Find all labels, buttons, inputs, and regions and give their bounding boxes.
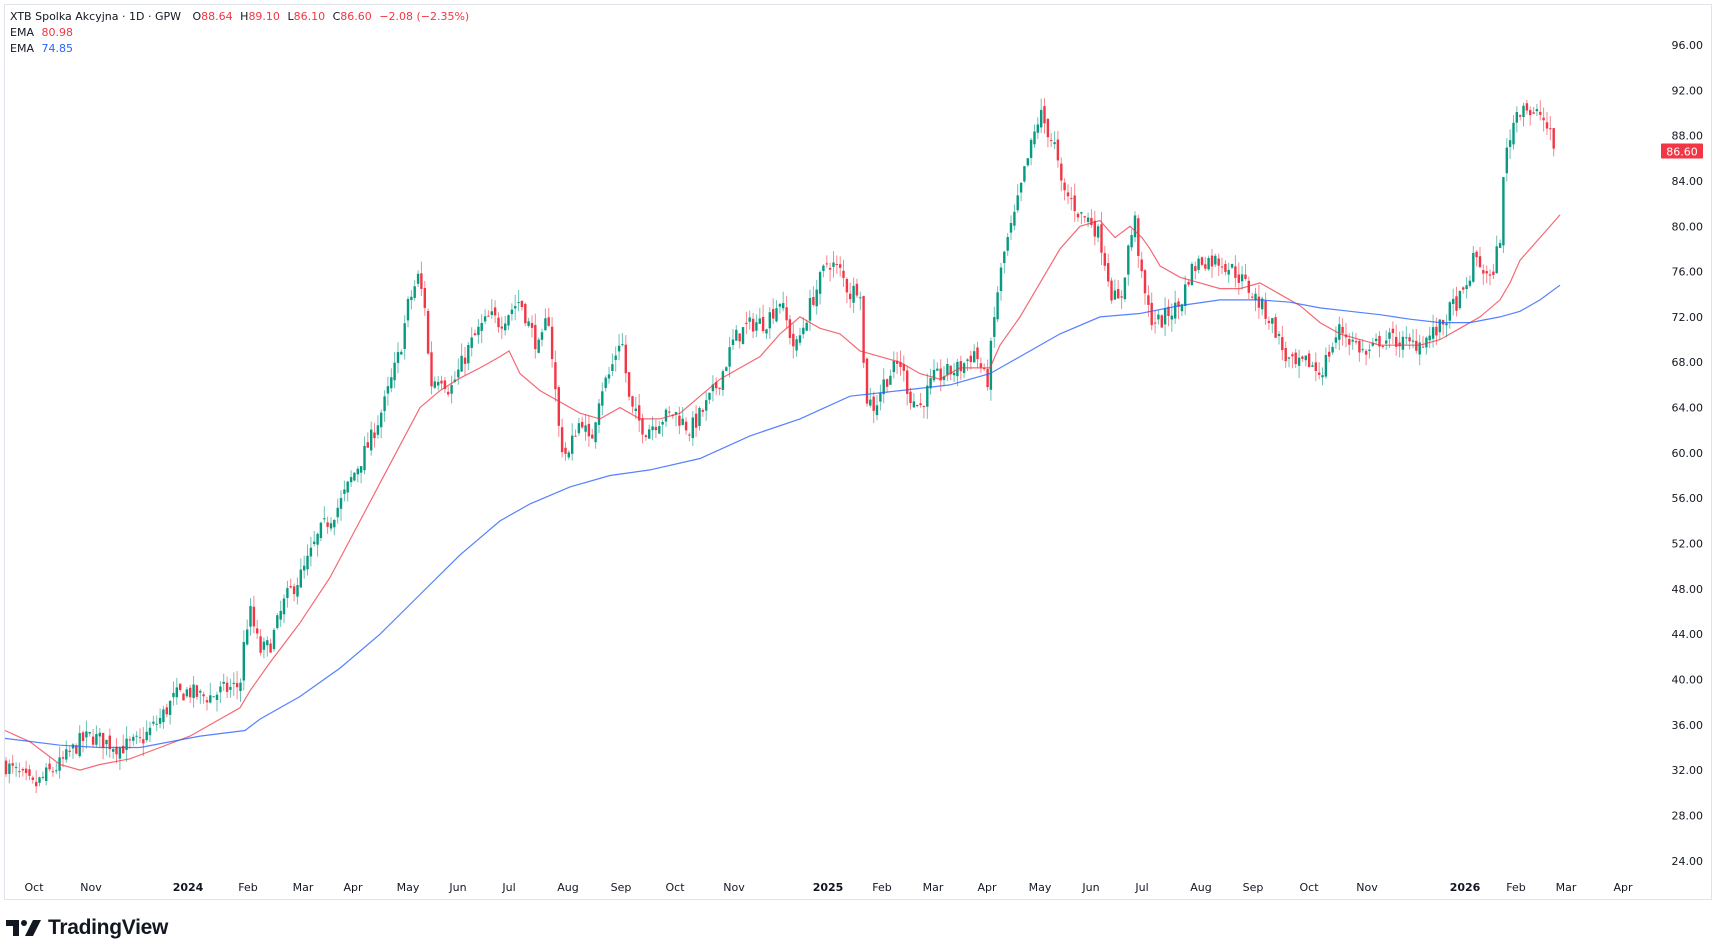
open-label: O (192, 10, 202, 23)
high-label: H (240, 10, 249, 23)
price-tick: 48.00 (1672, 583, 1704, 596)
time-tick: Mar (293, 881, 314, 894)
time-tick: Oct (24, 881, 44, 894)
time-axis[interactable]: Oct Nov 2024 Feb Mar Apr May Jun Jul Aug Sep Oct Nov… (24, 881, 1633, 894)
time-tick: Jul (1134, 881, 1148, 894)
ema-fast-legend[interactable]: EMA 80.98 (10, 25, 469, 41)
tradingview-logo[interactable]: TradingView (6, 916, 168, 940)
time-tick: Aug (1190, 881, 1211, 894)
price-tick: 88.00 (1672, 130, 1704, 143)
low-value: 86.10 (293, 10, 326, 23)
time-tick: Apr (343, 881, 363, 894)
time-tick: 2025 (813, 881, 844, 894)
tradingview-logo-text: TradingView (48, 916, 169, 939)
chart-frame (4, 4, 1712, 900)
time-tick: Apr (1613, 881, 1633, 894)
time-tick: Mar (923, 881, 944, 894)
ema-fast-label: EMA (10, 26, 34, 39)
price-tick: 36.00 (1672, 719, 1704, 732)
price-tick: 60.00 (1672, 447, 1704, 460)
price-tick: 24.00 (1672, 855, 1704, 868)
price-tick: 64.00 (1672, 402, 1704, 415)
ema-slow-label: EMA (10, 42, 34, 55)
time-tick: Feb (238, 881, 257, 894)
price-tick: 84.00 (1672, 175, 1704, 188)
open-value: 88.64 (201, 10, 233, 23)
time-tick: 2026 (1450, 881, 1481, 894)
price-tick: 56.00 (1672, 492, 1704, 505)
symbol-row[interactable]: XTB Spolka Akcyjna · 1D · GPW O88.64 H89… (10, 9, 469, 25)
high-value: 89.10 (248, 10, 280, 23)
price-tick: 28.00 (1672, 809, 1704, 822)
time-tick: Feb (872, 881, 891, 894)
symbol-title: XTB Spolka Akcyjna · 1D · GPW (10, 10, 181, 23)
price-tick: 76.00 (1672, 266, 1704, 279)
time-tick: Feb (1506, 881, 1525, 894)
time-tick: Oct (1299, 881, 1319, 894)
time-tick: Jun (448, 881, 466, 894)
time-tick: Jun (1081, 881, 1099, 894)
time-tick: Mar (1556, 881, 1577, 894)
price-tick: 52.00 (1672, 538, 1704, 551)
time-tick: Oct (665, 881, 685, 894)
time-tick: Sep (611, 881, 632, 894)
ema-fast-value: 80.98 (41, 26, 73, 39)
time-tick: Nov (1356, 881, 1378, 894)
low-label: L (287, 10, 294, 23)
ema-fast-line (4, 214, 1561, 771)
tradingview-logo-icon (6, 920, 41, 936)
last-price-badge: 86.60 (1661, 143, 1703, 159)
price-tick: 40.00 (1672, 673, 1704, 686)
price-tick: 96.00 (1672, 39, 1704, 52)
price-tick: 68.00 (1672, 356, 1704, 369)
svg-text:86.60: 86.60 (1666, 146, 1698, 159)
time-tick: Aug (557, 881, 578, 894)
price-axis[interactable]: 96.00 92.00 88.00 84.00 80.00 76.00 72.00 68.00… (1672, 39, 1704, 868)
time-tick: Nov (80, 881, 102, 894)
price-tick: 80.00 (1672, 220, 1704, 233)
close-label: C (332, 10, 341, 23)
close-value: 86.60 (340, 10, 372, 23)
ema-slow-line (4, 284, 1561, 749)
price-tick: 44.00 (1672, 628, 1704, 641)
time-tick: May (1029, 881, 1052, 894)
price-tick: 72.00 (1672, 311, 1704, 324)
price-tick: 92.00 (1672, 84, 1704, 97)
time-tick: Apr (977, 881, 997, 894)
time-tick: 2024 (173, 881, 204, 894)
ema-slow-value: 74.85 (41, 42, 73, 55)
change-value: −2.08 (−2.35%) (379, 10, 470, 23)
time-tick: Jul (501, 881, 515, 894)
ema-slow-legend[interactable]: EMA 74.85 (10, 41, 469, 57)
time-tick: May (397, 881, 420, 894)
time-tick: Nov (723, 881, 745, 894)
time-tick: Sep (1243, 881, 1264, 894)
price-tick: 32.00 (1672, 764, 1704, 777)
chart-legend: XTB Spolka Akcyjna · 1D · GPW O88.64 H89… (10, 9, 469, 57)
candlestick-series (4, 98, 1555, 794)
